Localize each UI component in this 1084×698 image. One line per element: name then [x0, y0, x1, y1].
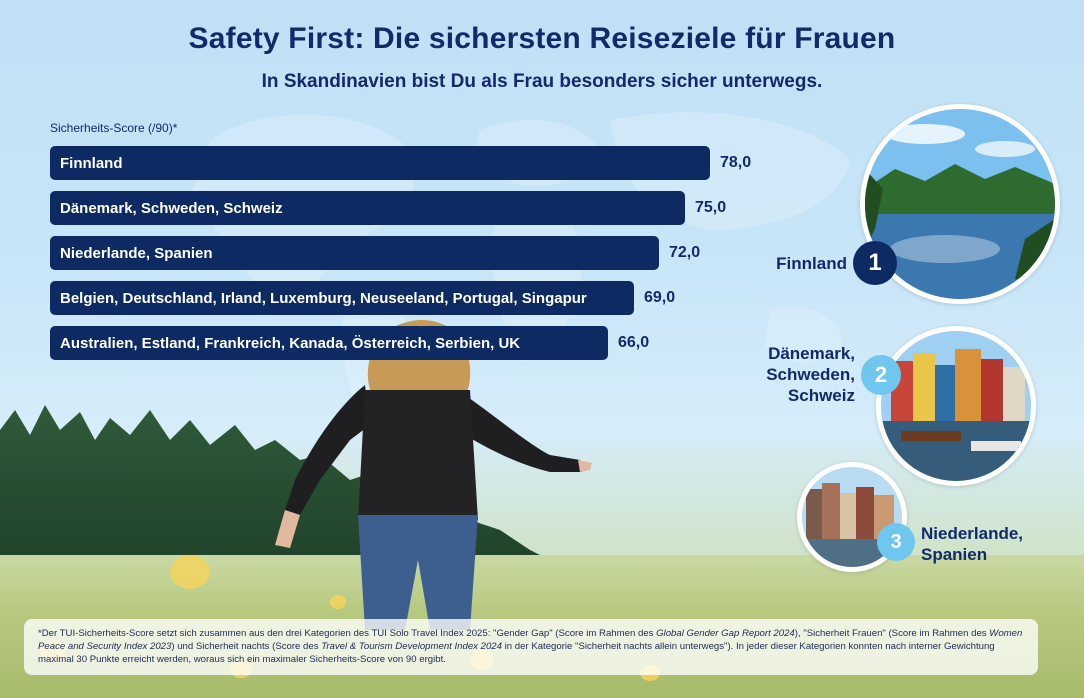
- flower: [330, 595, 346, 609]
- rank-1-name-line: Finnland: [776, 254, 847, 273]
- rank-2-name-line: Dänemark,: [768, 344, 855, 363]
- footnote-text: ) und Sicherheit nachts (Score des: [171, 641, 322, 652]
- rank-3-name-line: Niederlande,: [921, 524, 1024, 543]
- rank-1-name: Finnland: [775, 253, 847, 274]
- rank-1-badge: 1: [853, 241, 897, 285]
- page-title: Safety First: Die sichersten Reiseziele …: [188, 22, 896, 55]
- flower: [170, 555, 210, 589]
- rank-3-name-line: Spanien: [921, 545, 988, 564]
- footnote-source: Women Peace and Security Index 2023: [38, 628, 1023, 652]
- footnote-text: *Der TUI-Sicherheits-Score setzt sich zu…: [38, 628, 657, 639]
- footnote: *Der TUI-Sicherheits-Score setzt sich zu…: [24, 619, 1038, 675]
- harbor-houses-photo: [876, 326, 1036, 486]
- bar-category-label: Finnland: [60, 154, 123, 172]
- footnote-text: ), "Sicherheit Frauen" (Score im Rahmen …: [794, 628, 990, 639]
- harbor-houses-image: [881, 331, 1031, 481]
- footnote-source: Global Gender Gap Report 2024: [656, 628, 795, 639]
- rank-2-name: Dänemark, Schweden, Schweiz: [740, 343, 855, 406]
- page-subtitle: In Skandinavien bist Du als Frau besonde…: [261, 71, 823, 92]
- rank-2-name-line: Schweden,: [766, 365, 855, 384]
- axis-label: Sicherheits-Score (/90)*: [50, 121, 178, 135]
- rank-3-name: Niederlande, Spanien: [921, 523, 1023, 565]
- footnote-text: in der Kategorie "Sicherheit nachts alle…: [38, 641, 995, 665]
- footnote-source: Travel & Tourism Development Index 2024: [321, 641, 502, 652]
- rank-2-name-line: Schweiz: [787, 386, 855, 405]
- woman-walking-photo: [275, 320, 592, 630]
- rank-2-badge: 2: [861, 355, 901, 395]
- rank-3-badge: 3: [877, 523, 915, 561]
